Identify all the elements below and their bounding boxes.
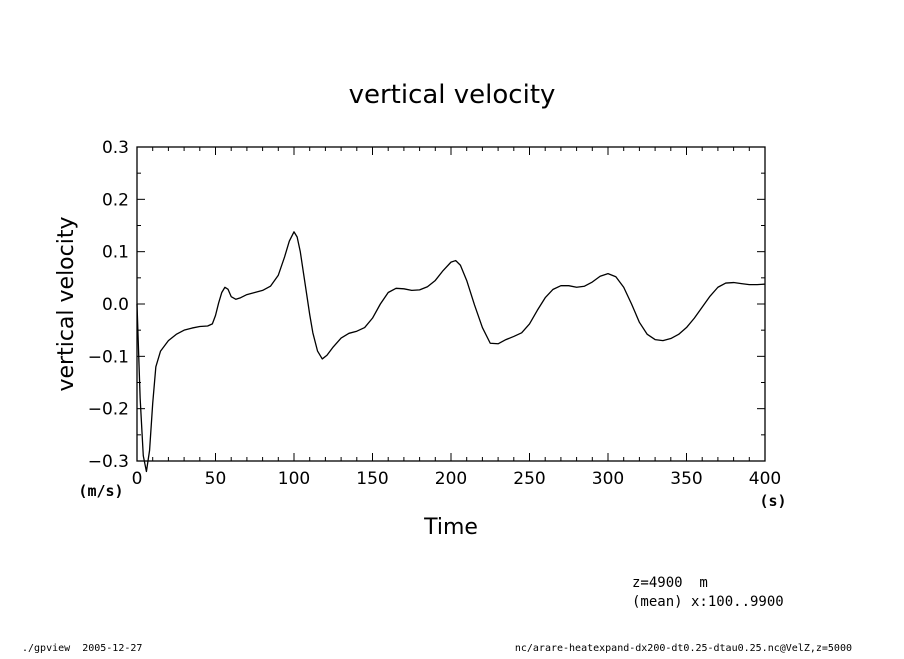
y-unit-label: (m/s): [78, 482, 123, 500]
x-tick-label: 400: [749, 469, 781, 489]
y-tick-label: −0.3: [88, 452, 129, 472]
y-tick-label: −0.2: [88, 400, 129, 420]
chart-title: vertical velocity: [349, 80, 556, 110]
y-tick-label: 0.3: [102, 138, 129, 158]
x-axis-title: Time: [423, 515, 478, 540]
y-tick-label: 0.1: [102, 243, 129, 263]
tick-marks: [136, 146, 766, 462]
x-tick-label: 300: [592, 469, 624, 489]
series-layer: [136, 231, 766, 473]
series-line: [136, 231, 766, 473]
plot-frame: [136, 146, 766, 462]
annotation-height: z=4900 m: [632, 575, 708, 591]
x-tick-label: 0: [132, 469, 143, 489]
footer-left: ./gpview 2005-12-27: [22, 643, 142, 654]
x-tick-label: 200: [435, 469, 467, 489]
footer-right: nc/arare-heatexpand-dx200-dt0.25-dtau0.2…: [515, 643, 852, 654]
x-tick-label: 350: [670, 469, 702, 489]
x-unit-label: (s): [759, 492, 786, 510]
y-tick-label: −0.1: [88, 347, 129, 367]
y-tick-label: 0.2: [102, 190, 129, 210]
y-tick-labels: −0.3 −0.2 −0.1 0.0 0.1 0.2 0.3: [88, 138, 129, 472]
annotation-mean: (mean) x:100..9900: [632, 594, 784, 610]
y-axis-title: vertical velocity: [54, 216, 79, 391]
x-tick-labels: 0 50 100 150 200 250 300 350 400: [132, 469, 782, 489]
x-tick-label: 250: [513, 469, 545, 489]
y-tick-label: 0.0: [102, 295, 129, 315]
x-tick-label: 100: [278, 469, 310, 489]
x-tick-label: 150: [356, 469, 388, 489]
x-tick-label: 50: [205, 469, 227, 489]
